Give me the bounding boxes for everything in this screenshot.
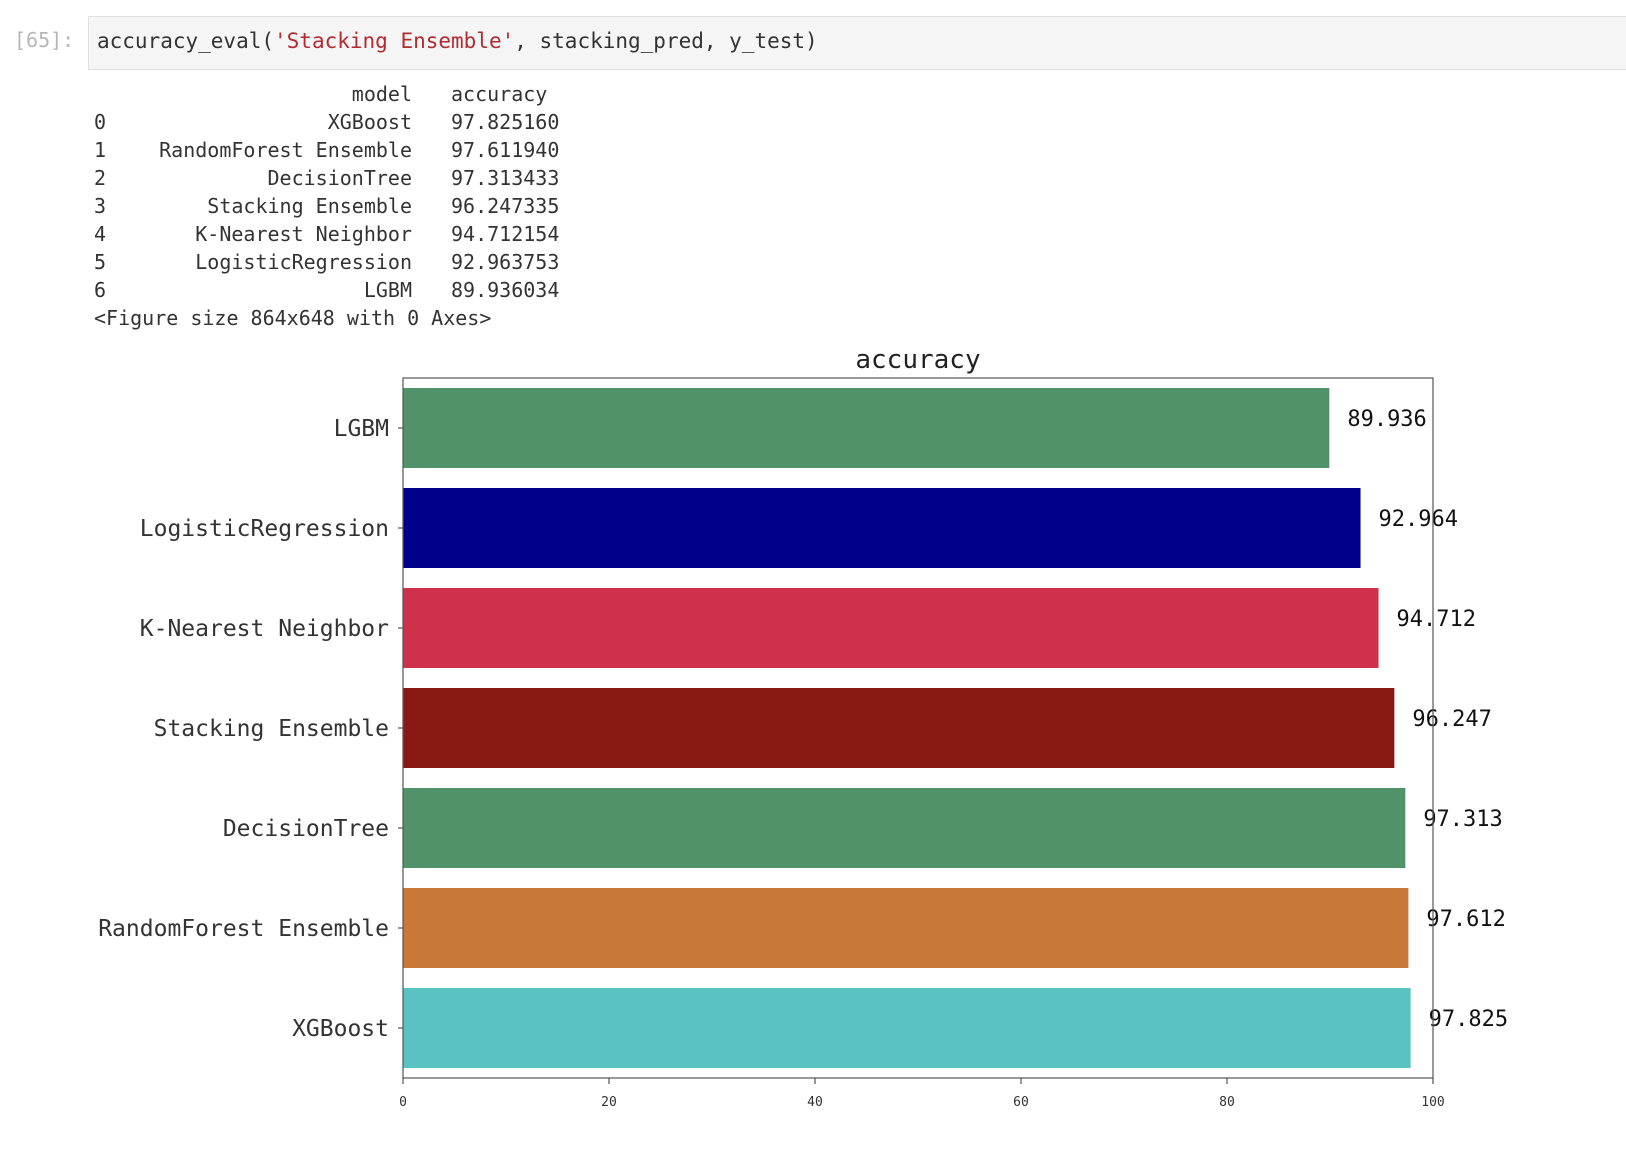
code-args: , stacking_pred, y_test) bbox=[514, 29, 818, 53]
bar-value-label: 89.936 bbox=[1347, 407, 1426, 432]
table-row-index: 4 bbox=[94, 222, 107, 246]
x-tick-label: 100 bbox=[1421, 1095, 1444, 1110]
x-tick-label: 40 bbox=[807, 1095, 823, 1110]
table-row-model: LGBM bbox=[363, 278, 412, 302]
bar-4 bbox=[403, 788, 1406, 868]
bar-5 bbox=[403, 888, 1409, 968]
x-tick-label: 80 bbox=[1219, 1095, 1235, 1110]
table-header-accuracy: accuracy bbox=[451, 82, 548, 106]
bar-2 bbox=[403, 588, 1379, 668]
y-tick-label: LogisticRegression bbox=[140, 516, 389, 542]
bar-3 bbox=[403, 688, 1395, 768]
x-tick-label: 60 bbox=[1013, 1095, 1029, 1110]
bar-value-label: 94.712 bbox=[1397, 607, 1476, 632]
table-row-model: Stacking Ensemble bbox=[207, 194, 412, 218]
y-tick-label: XGBoost bbox=[292, 1016, 389, 1042]
table-row-model: DecisionTree bbox=[267, 166, 413, 190]
table-row-accuracy: 97.313433 bbox=[451, 166, 560, 190]
cell-prompt: [65]: bbox=[14, 28, 75, 52]
table-row-accuracy: 97.825160 bbox=[451, 110, 560, 134]
bar-value-label: 97.612 bbox=[1426, 907, 1505, 932]
accuracy-bar-chart: accuracy LGBM 89.936 LogisticRegression 92.9… bbox=[98, 345, 1508, 1110]
y-tick-label: Stacking Ensemble bbox=[154, 716, 389, 742]
y-tick-label: RandomForest Ensemble bbox=[98, 916, 389, 942]
chart-title: accuracy bbox=[855, 345, 980, 375]
x-tick-label: 20 bbox=[601, 1095, 617, 1110]
table-row-model: XGBoost bbox=[327, 110, 412, 134]
code-string: 'Stacking Ensemble' bbox=[274, 29, 515, 53]
table-row-accuracy: 92.963753 bbox=[451, 250, 560, 274]
bar-0 bbox=[403, 388, 1330, 468]
table-row-accuracy: 96.247335 bbox=[451, 194, 560, 218]
table-row-accuracy: 97.611940 bbox=[451, 138, 560, 162]
table-row-model: K-Nearest Neighbor bbox=[195, 222, 412, 246]
table-row-index: 1 bbox=[94, 138, 107, 162]
table-row-index: 3 bbox=[94, 194, 107, 218]
table-row-accuracy: 94.712154 bbox=[451, 222, 560, 246]
x-tick-label: 0 bbox=[399, 1095, 407, 1110]
bar-value-label: 97.825 bbox=[1429, 1007, 1508, 1032]
bar-value-label: 96.247 bbox=[1412, 707, 1491, 732]
table-row-model: LogisticRegression bbox=[195, 250, 412, 274]
bar-1 bbox=[403, 488, 1361, 568]
bar-6 bbox=[403, 988, 1411, 1068]
table-row-index: 2 bbox=[94, 166, 107, 190]
table-row-accuracy: 89.936034 bbox=[451, 278, 560, 302]
table-row-model: RandomForest Ensemble bbox=[159, 138, 412, 162]
code-function: accuracy_eval( bbox=[97, 29, 275, 53]
table-header-model: model bbox=[351, 82, 412, 106]
y-tick-label: K-Nearest Neighbor bbox=[140, 616, 389, 642]
code-line[interactable]: accuracy_eval('Stacking Ensemble', stack… bbox=[97, 29, 818, 53]
y-tick-label: DecisionTree bbox=[223, 816, 389, 842]
table-row-index: 0 bbox=[94, 110, 107, 134]
y-tick-label: LGBM bbox=[334, 416, 389, 442]
figure-size-note: <Figure size 864x648 with 0 Axes> bbox=[94, 306, 492, 330]
code-cell[interactable]: accuracy_eval('Stacking Ensemble', stack… bbox=[88, 16, 1626, 70]
table-row-index: 6 bbox=[94, 278, 107, 302]
table-row-index: 5 bbox=[94, 250, 107, 274]
plot-frame bbox=[402, 377, 1434, 1079]
bar-value-label: 97.313 bbox=[1423, 807, 1502, 832]
bar-value-label: 92.964 bbox=[1379, 507, 1458, 532]
